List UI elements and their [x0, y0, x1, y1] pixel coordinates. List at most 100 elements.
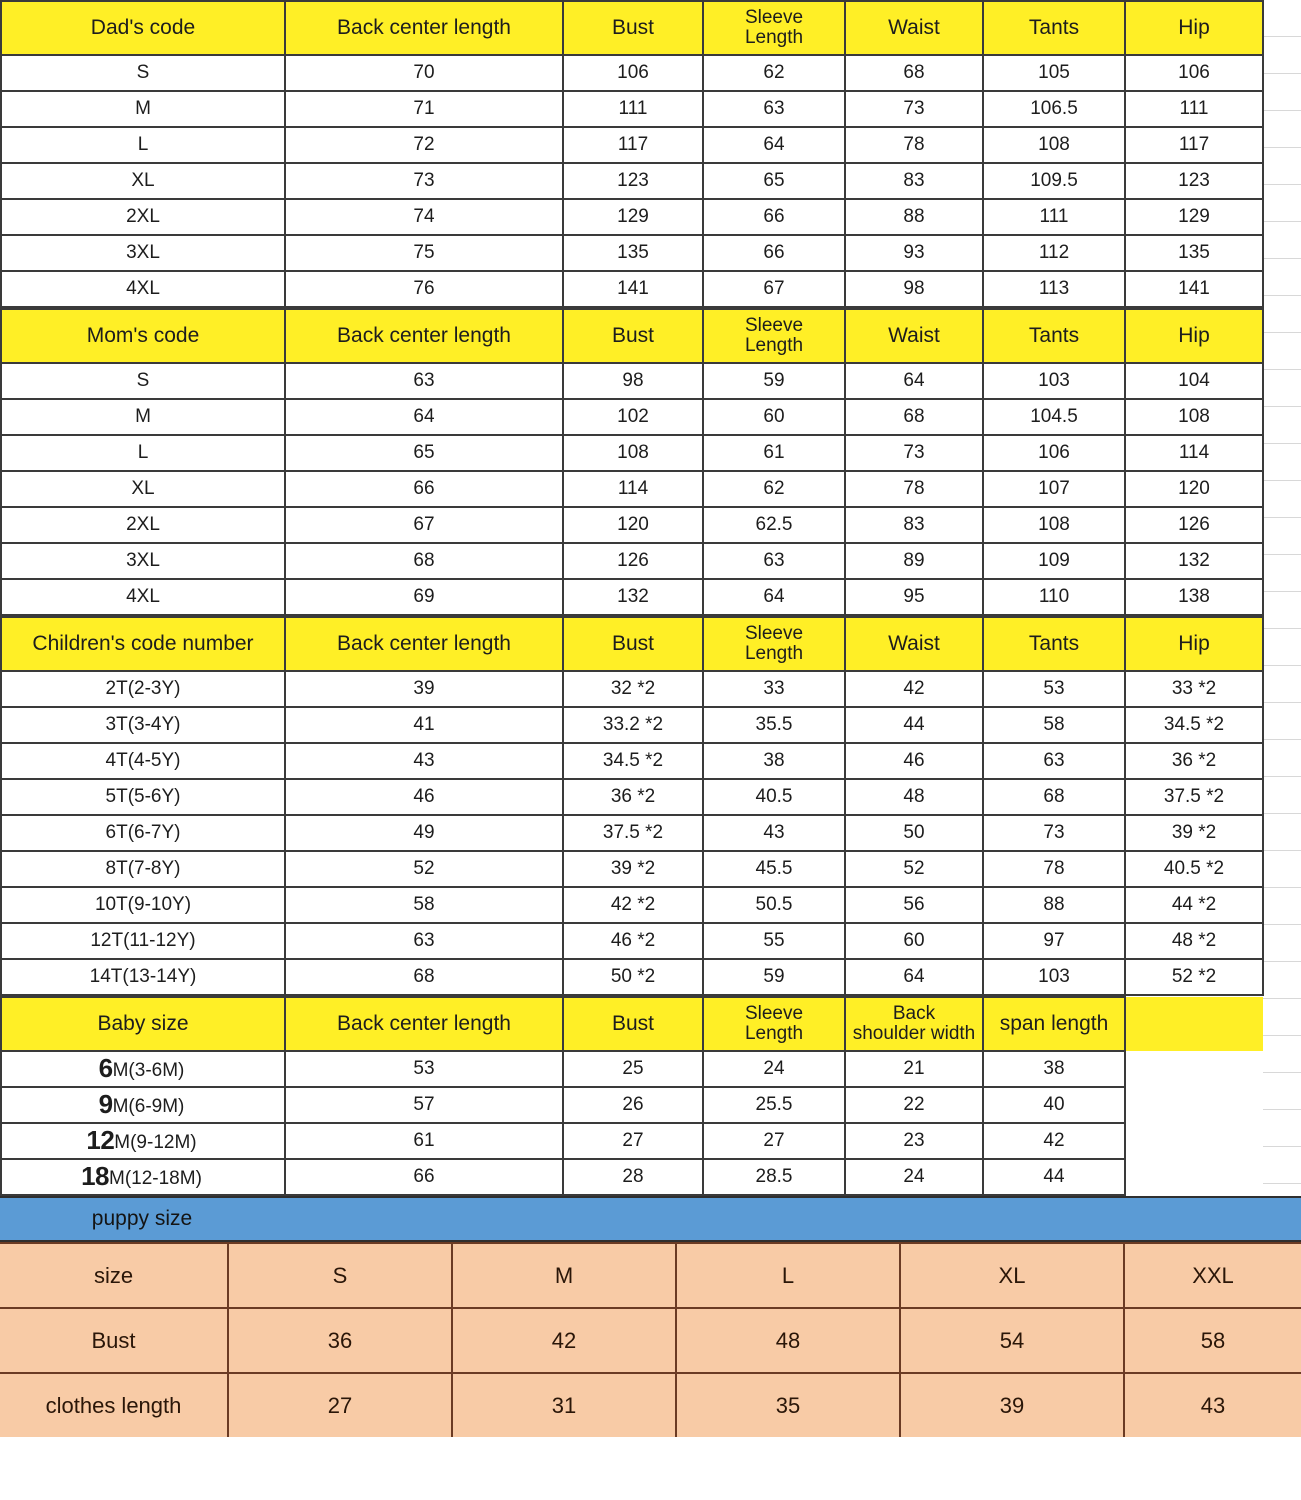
- puppy-size-xxl: XXL: [1123, 1242, 1301, 1309]
- baby-header-empty-cell: [1125, 997, 1263, 1051]
- cell-xxl: 43: [1123, 1372, 1301, 1437]
- cell-sleeve: 45.5: [702, 850, 846, 888]
- cell-hip: 111: [1124, 90, 1264, 128]
- cell-waist: 50: [844, 814, 984, 852]
- cell-empty: [1125, 1087, 1263, 1123]
- cell-bust: 32 *2: [562, 670, 704, 708]
- cell-size: M: [0, 398, 286, 436]
- column-header-sleeve-length: Sleeve Length: [702, 616, 846, 672]
- cell-bust: 117: [562, 126, 704, 164]
- cell-tants: 109.5: [982, 162, 1126, 200]
- cell-size: 3XL: [0, 234, 286, 272]
- table-row: 4T(4-5Y) 43 34.5 *2 38 46 63 36 *2: [0, 742, 1264, 780]
- cell-shoulder: 22: [844, 1086, 984, 1124]
- cell-waist: 73: [844, 90, 984, 128]
- cell-back: 66: [284, 1158, 564, 1196]
- cell-size: M: [0, 90, 286, 128]
- baby-lead-number: 6: [98, 1053, 113, 1084]
- cell-shoulder: 23: [844, 1122, 984, 1160]
- cell-sleeve: 63: [702, 542, 846, 580]
- children-header-row: Children's code number Back center lengt…: [0, 616, 1264, 672]
- cell-xl: 39: [899, 1372, 1125, 1437]
- cell-size: 6T(6-7Y): [0, 814, 286, 852]
- column-header-tants: Tants: [982, 616, 1126, 672]
- cell-bust: 37.5 *2: [562, 814, 704, 852]
- cell-m: 42: [451, 1307, 677, 1374]
- cell-size: XL: [0, 470, 286, 508]
- baby-label-rest: M(6-9M): [112, 1096, 185, 1118]
- cell-tants: 68: [982, 778, 1126, 816]
- cell-tants: 108: [982, 126, 1126, 164]
- cell-sleeve: 33: [702, 670, 846, 708]
- sleeve-line-2: Length: [744, 27, 804, 48]
- table-row: 9M(6-9M) 57 26 25.5 22 40: [0, 1086, 1263, 1124]
- table-row: L 72 117 64 78 108 117: [0, 126, 1264, 164]
- size-chart-sheet: Dad's code Back center length Bust Sleev…: [0, 0, 1301, 1437]
- cell-sleeve: 38: [702, 742, 846, 780]
- cell-size: L: [0, 434, 286, 472]
- table-row: 6T(6-7Y) 49 37.5 *2 43 50 73 39 *2: [0, 814, 1264, 852]
- table-row: 12T(11-12Y) 63 46 *2 55 60 97 48 *2: [0, 922, 1264, 960]
- cell-bust: 111: [562, 90, 704, 128]
- cell-sleeve: 28.5: [702, 1158, 846, 1196]
- cell-baby-size: 12M(9-12M): [0, 1122, 286, 1160]
- cell-hip: 48 *2: [1124, 922, 1264, 960]
- cell-waist: 83: [844, 506, 984, 544]
- cell-waist: 98: [844, 270, 984, 308]
- cell-back: 49: [284, 814, 564, 852]
- column-header-hip: Hip: [1124, 0, 1264, 56]
- cell-tants: 112: [982, 234, 1126, 272]
- cell-size: 4XL: [0, 270, 286, 308]
- cell-back: 64: [284, 398, 564, 436]
- cell-waist: 42: [844, 670, 984, 708]
- baby-size-table: Baby size Back center length Bust Sleeve…: [0, 996, 1264, 1196]
- baby-lead-number: 9: [98, 1089, 113, 1120]
- cell-size: 2T(2-3Y): [0, 670, 286, 708]
- cell-tants: 106.5: [982, 90, 1126, 128]
- cell-tants: 113: [982, 270, 1126, 308]
- cell-tants: 111: [982, 198, 1126, 236]
- baby-section-title: Baby size: [0, 996, 286, 1052]
- table-row: M 64 102 60 68 104.5 108: [0, 398, 1264, 436]
- column-header-waist: Waist: [844, 616, 984, 672]
- cell-tants: 108: [982, 506, 1126, 544]
- column-header-waist: Waist: [844, 308, 984, 364]
- mom-size-table: Mom's code Back center length Bust Sleev…: [0, 308, 1264, 616]
- cell-tants: 73: [982, 814, 1126, 852]
- cell-s: 27: [227, 1372, 453, 1437]
- cell-back: 70: [284, 54, 564, 92]
- baby-lead-number: 18: [81, 1161, 109, 1192]
- cell-sleeve: 25.5: [702, 1086, 846, 1124]
- cell-back: 41: [284, 706, 564, 744]
- baby-header-row: Baby size Back center length Bust Sleeve…: [0, 996, 1263, 1052]
- cell-bust: 129: [562, 198, 704, 236]
- cell-size: 14T(13-14Y): [0, 958, 286, 996]
- cell-hip: 106: [1124, 54, 1264, 92]
- cell-tants: 105: [982, 54, 1126, 92]
- baby-label-rest: M(9-12M): [114, 1132, 197, 1154]
- cell-back: 75: [284, 234, 564, 272]
- spreadsheet-gutter: [1262, 0, 1301, 1262]
- cell-shoulder: 21: [844, 1050, 984, 1088]
- cell-size: 3T(3-4Y): [0, 706, 286, 744]
- cell-bust: 28: [562, 1158, 704, 1196]
- sleeve-line-2: Length: [744, 1023, 804, 1044]
- table-row: S 70 106 62 68 105 106: [0, 54, 1264, 92]
- cell-back: 58: [284, 886, 564, 924]
- dad-header-row: Dad's code Back center length Bust Sleev…: [0, 0, 1264, 56]
- cell-hip: 126: [1124, 506, 1264, 544]
- cell-waist: 46: [844, 742, 984, 780]
- baby-label-rest: M(12-18M): [109, 1168, 202, 1190]
- cell-back: 61: [284, 1122, 564, 1160]
- cell-hip: 117: [1124, 126, 1264, 164]
- cell-back: 65: [284, 434, 564, 472]
- table-row: S 63 98 59 64 103 104: [0, 362, 1264, 400]
- cell-hip: 104: [1124, 362, 1264, 400]
- column-header-bust: Bust: [562, 308, 704, 364]
- cell-s: 36: [227, 1307, 453, 1374]
- cell-l: 35: [675, 1372, 901, 1437]
- cell-back: 43: [284, 742, 564, 780]
- cell-bust: 106: [562, 54, 704, 92]
- cell-size: 12T(11-12Y): [0, 922, 286, 960]
- puppy-row-label: clothes length: [0, 1372, 229, 1437]
